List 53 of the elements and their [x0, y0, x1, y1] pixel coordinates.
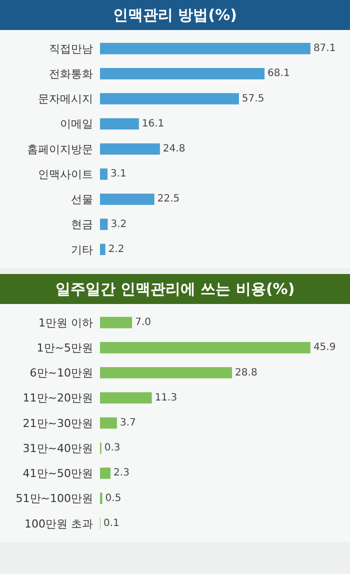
bar [100, 68, 265, 80]
bar [100, 218, 108, 230]
data-label: 0.3 [104, 442, 120, 454]
y-tick-label: 전화통화 [49, 68, 93, 81]
data-label: 57.5 [242, 93, 264, 104]
data-label: 87.1 [313, 43, 336, 54]
y-tick-label: 현금 [71, 218, 93, 232]
y-tick-label: 직접만남 [49, 42, 93, 56]
data-label: 0.1 [103, 518, 120, 529]
y-tick-label: 100만원 초과 [24, 517, 93, 530]
data-label: 2.3 [114, 468, 130, 479]
y-tick-label: 1만~5만원 [36, 342, 93, 355]
bar [100, 42, 310, 54]
data-label: 45.9 [313, 342, 336, 354]
chart-title: 인맥관리 방법(%) [0, 0, 350, 30]
data-label: 3.7 [120, 418, 136, 428]
y-tick-label: 21만~30만원 [22, 416, 93, 430]
y-tick-label: 6만~10만원 [30, 366, 93, 380]
y-tick-label: 31만~40만원 [22, 442, 93, 455]
bar [100, 118, 139, 130]
bar [100, 316, 132, 328]
bar [100, 417, 117, 429]
bar [100, 93, 239, 104]
y-tick-label: 41만~50만원 [22, 467, 93, 480]
chart-title: 일주일간 인맥관리에 쓰는 비용(%) [0, 274, 350, 304]
y-tick-label: 문자메시지 [38, 92, 93, 106]
y-tick-label: 인맥사이트 [38, 168, 93, 181]
y-tick-label: 이메일 [60, 118, 93, 131]
bar [100, 168, 108, 180]
bar [100, 392, 152, 404]
data-label: 16.1 [142, 118, 164, 130]
bar [100, 194, 154, 205]
data-label: 68.1 [268, 68, 290, 80]
data-label: 11.3 [154, 392, 178, 404]
data-label: 2.2 [108, 244, 124, 255]
y-tick-label: 51만~100만원 [16, 492, 93, 506]
data-label: 3.2 [110, 218, 127, 230]
y-tick-label: 홈페이지방문 [27, 142, 93, 156]
bar [100, 367, 232, 378]
data-label: 7.0 [135, 317, 151, 328]
y-tick-label: 11만~20만원 [22, 392, 93, 405]
data-label: 0.5 [105, 492, 122, 504]
bar [100, 143, 160, 155]
bar [100, 342, 310, 354]
data-label: 3.1 [110, 168, 126, 180]
bar [100, 244, 106, 256]
y-tick-label: 기타 [71, 243, 93, 256]
data-label: 28.8 [235, 367, 258, 378]
y-tick-label: 선물 [71, 193, 93, 206]
bar [100, 468, 111, 479]
data-label: 22.5 [157, 194, 180, 205]
y-tick-label: 1만원 이하 [38, 316, 93, 330]
data-label: 24.8 [162, 144, 186, 154]
